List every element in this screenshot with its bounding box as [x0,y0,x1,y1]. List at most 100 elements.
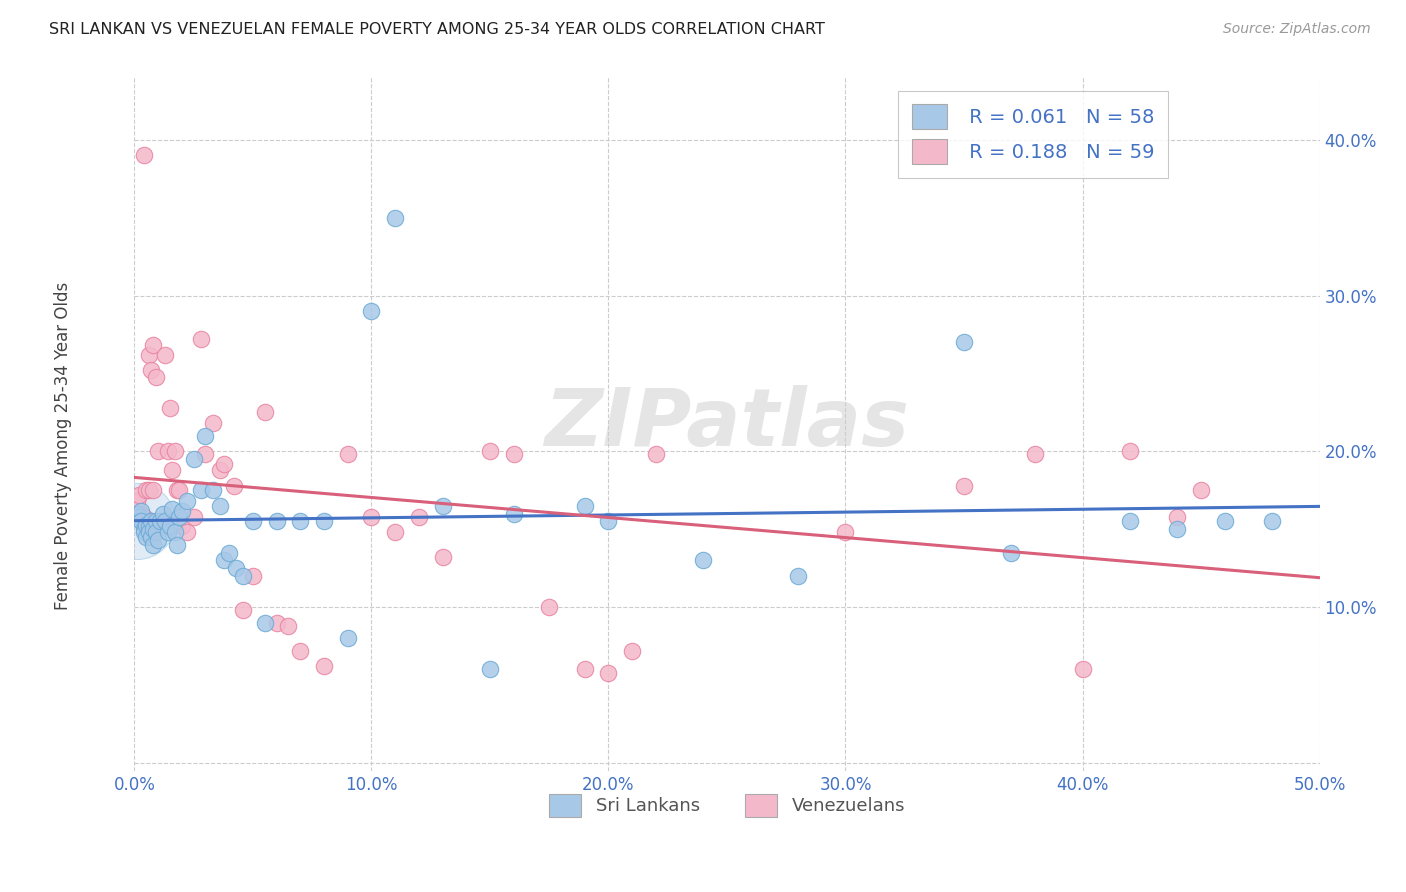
Point [131,507,153,521]
Point [135,483,157,498]
Point [538,600,561,615]
Point [131,503,153,517]
Point [201,417,224,431]
Point [232,569,254,583]
Point [142,522,165,536]
Point [128,509,150,524]
Point [432,499,454,513]
Point [183,452,205,467]
Point [145,525,167,540]
Point [135,517,157,532]
Point [139,515,162,529]
Point [163,444,186,458]
Point [125,507,148,521]
Point [138,525,160,540]
Point [336,447,359,461]
Point [156,525,179,540]
Point [384,211,406,225]
Point [1024,447,1046,461]
Point [132,148,155,162]
Point [1000,545,1022,559]
Point [146,533,169,548]
Point [360,509,382,524]
Point [194,447,217,461]
Point [1261,515,1284,529]
Point [312,659,335,673]
Point [149,515,172,529]
Point [139,515,162,529]
Point [142,538,165,552]
Point [242,515,264,529]
Point [214,457,236,471]
Point [190,483,212,498]
Point [145,515,167,529]
Point [125,494,148,508]
Point [1166,509,1188,524]
Point [574,499,596,513]
Point [132,522,155,536]
Point [692,553,714,567]
Point [598,665,620,680]
Point [408,509,430,524]
Point [253,405,276,419]
Point [152,507,174,521]
Legend: Sri Lankans, Venezuelans: Sri Lankans, Venezuelans [541,787,912,824]
Point [834,525,856,540]
Point [142,483,165,498]
Point [502,507,524,521]
Point [162,463,184,477]
Point [1213,515,1236,529]
Point [138,348,160,362]
Point [146,444,169,458]
Point [644,447,666,461]
Point [266,515,288,529]
Point [125,515,148,529]
Point [166,538,188,552]
Point [214,553,236,567]
Point [225,561,247,575]
Point [266,615,288,630]
Point [153,515,176,529]
Point [153,348,176,362]
Point [170,519,193,533]
Point [176,525,198,540]
Point [242,569,264,583]
Point [132,509,155,524]
Point [232,603,254,617]
Point [131,515,153,529]
Point [162,502,184,516]
Point [135,515,157,529]
Point [142,338,165,352]
Point [336,632,359,646]
Point [149,522,172,536]
Point [159,401,181,415]
Point [128,488,150,502]
Point [502,447,524,461]
Point [1119,444,1142,458]
Point [218,545,240,559]
Point [277,619,299,633]
Point [152,515,174,529]
Text: Female Poverty Among 25-34 Year Olds: Female Poverty Among 25-34 Year Olds [55,282,72,610]
Point [159,519,181,533]
Point [138,519,160,533]
Point [222,478,245,492]
Point [190,332,212,346]
Point [145,369,167,384]
Point [156,444,179,458]
Point [208,463,231,477]
Point [312,515,335,529]
Point [208,499,231,513]
Point [953,335,976,350]
Point [253,615,276,630]
Point [163,525,186,540]
Text: ZIPatlas: ZIPatlas [544,385,910,463]
Point [290,515,312,529]
Point [478,444,501,458]
Point [170,503,193,517]
Point [953,478,976,492]
Point [1166,522,1188,536]
Point [135,530,157,544]
Point [621,644,644,658]
Point [384,525,406,540]
